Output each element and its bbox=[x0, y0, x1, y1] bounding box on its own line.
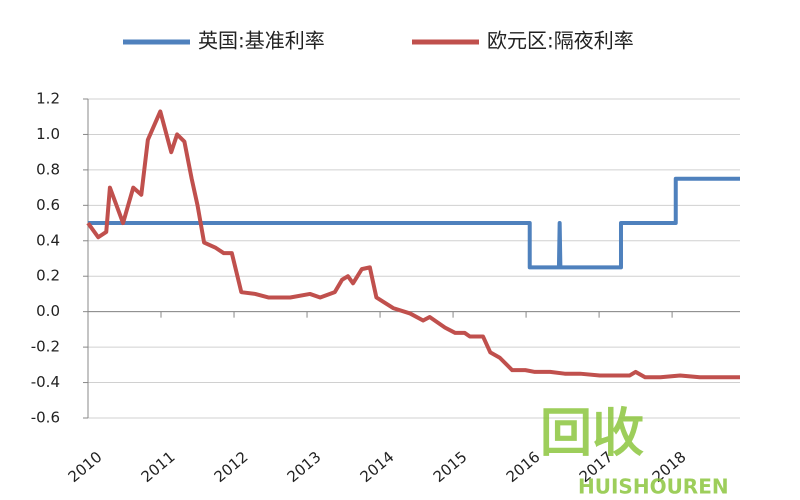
y-tick-label: 1.0 bbox=[36, 125, 60, 143]
x-tick-label: 2016 bbox=[503, 448, 544, 486]
y-tick-label: 0.2 bbox=[36, 267, 60, 285]
x-tick-label: 2015 bbox=[430, 448, 471, 486]
legend-label: 英国:基准利率 bbox=[198, 29, 325, 53]
y-tick-label: -0.4 bbox=[31, 373, 60, 391]
y-tick-label: 0.4 bbox=[36, 231, 60, 249]
x-tick-label: 2014 bbox=[357, 448, 398, 486]
watermark-sub: HUISHOUREN bbox=[578, 475, 729, 499]
series-line bbox=[88, 176, 740, 270]
x-tick-label: 2011 bbox=[138, 448, 179, 486]
x-tick-label: 2010 bbox=[65, 448, 106, 486]
y-tick-label: 0.8 bbox=[36, 160, 60, 178]
y-tick-label: 0.0 bbox=[36, 302, 60, 320]
series-line bbox=[86, 109, 740, 380]
x-tick-label: 2012 bbox=[211, 448, 252, 486]
y-tick-label: -0.2 bbox=[31, 338, 60, 356]
y-tick-label: 1.2 bbox=[36, 90, 60, 108]
legend-label: 欧元区:隔夜利率 bbox=[487, 29, 634, 53]
y-tick-label: -0.6 bbox=[31, 409, 60, 427]
watermark: 回收 bbox=[540, 404, 644, 464]
x-tick-label: 2013 bbox=[284, 448, 325, 486]
y-tick-label: 0.6 bbox=[36, 196, 60, 214]
